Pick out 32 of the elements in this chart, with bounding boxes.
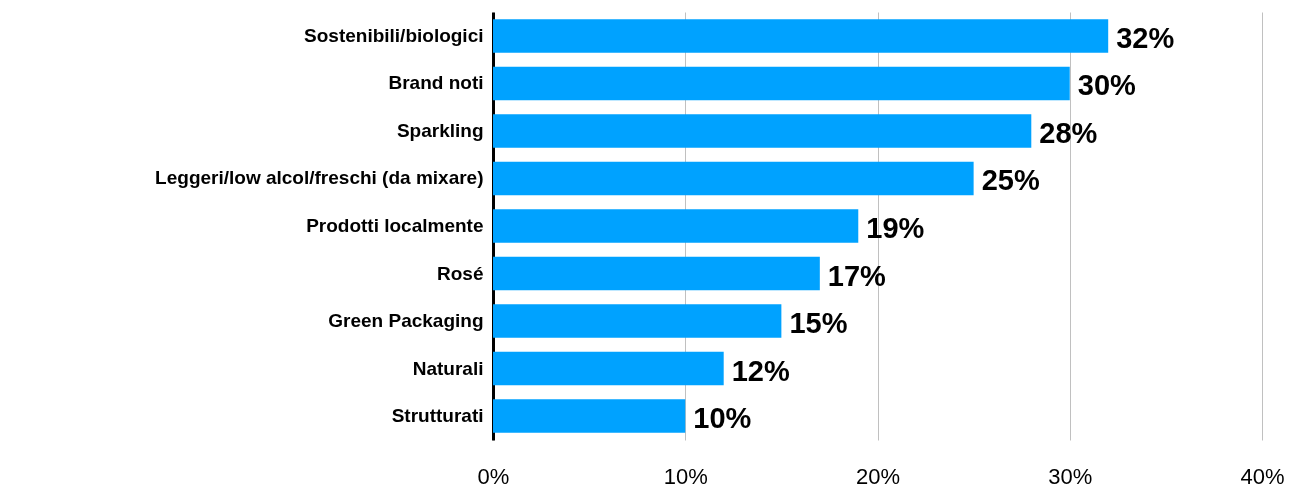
bar bbox=[493, 66, 1070, 101]
data-label: 28% bbox=[1039, 116, 1098, 149]
bar bbox=[493, 256, 820, 291]
data-label: 19% bbox=[866, 212, 925, 244]
data-label: 25% bbox=[981, 164, 1040, 197]
y-tick-label: Strutturati bbox=[391, 405, 484, 427]
x-tick-label: 0% bbox=[477, 463, 510, 489]
bar bbox=[493, 209, 859, 243]
y-tick-label: Leggeri/low alcol/freschi (da mixare) bbox=[155, 167, 484, 189]
y-tick-label: Naturali bbox=[412, 357, 484, 379]
y-tick-label: Green Packaging bbox=[328, 310, 484, 332]
bar bbox=[493, 304, 782, 338]
data-label: 10% bbox=[693, 402, 752, 435]
y-tick-label: Sostenibili/biologici bbox=[304, 24, 484, 46]
bar bbox=[493, 114, 1032, 148]
bar bbox=[493, 399, 686, 433]
data-label: 30% bbox=[1077, 69, 1137, 102]
data-label: 15% bbox=[789, 307, 848, 340]
x-tick-label: 20% bbox=[855, 463, 901, 489]
x-tick-label: 30% bbox=[1048, 463, 1093, 489]
y-tick-label: Prodotti localmente bbox=[306, 215, 484, 236]
bar bbox=[493, 161, 974, 196]
x-tick-label: 10% bbox=[663, 463, 708, 489]
data-label: 32% bbox=[1116, 21, 1175, 54]
y-tick-label: Rosé bbox=[437, 262, 484, 284]
data-label: 17% bbox=[827, 259, 887, 292]
data-label: 12% bbox=[731, 354, 790, 387]
bar bbox=[493, 351, 724, 386]
y-tick-label: Sparkling bbox=[396, 119, 484, 141]
x-tick-label: 40% bbox=[1240, 463, 1285, 489]
bar bbox=[493, 19, 1109, 53]
y-tick-label: Brand noti bbox=[388, 72, 484, 94]
